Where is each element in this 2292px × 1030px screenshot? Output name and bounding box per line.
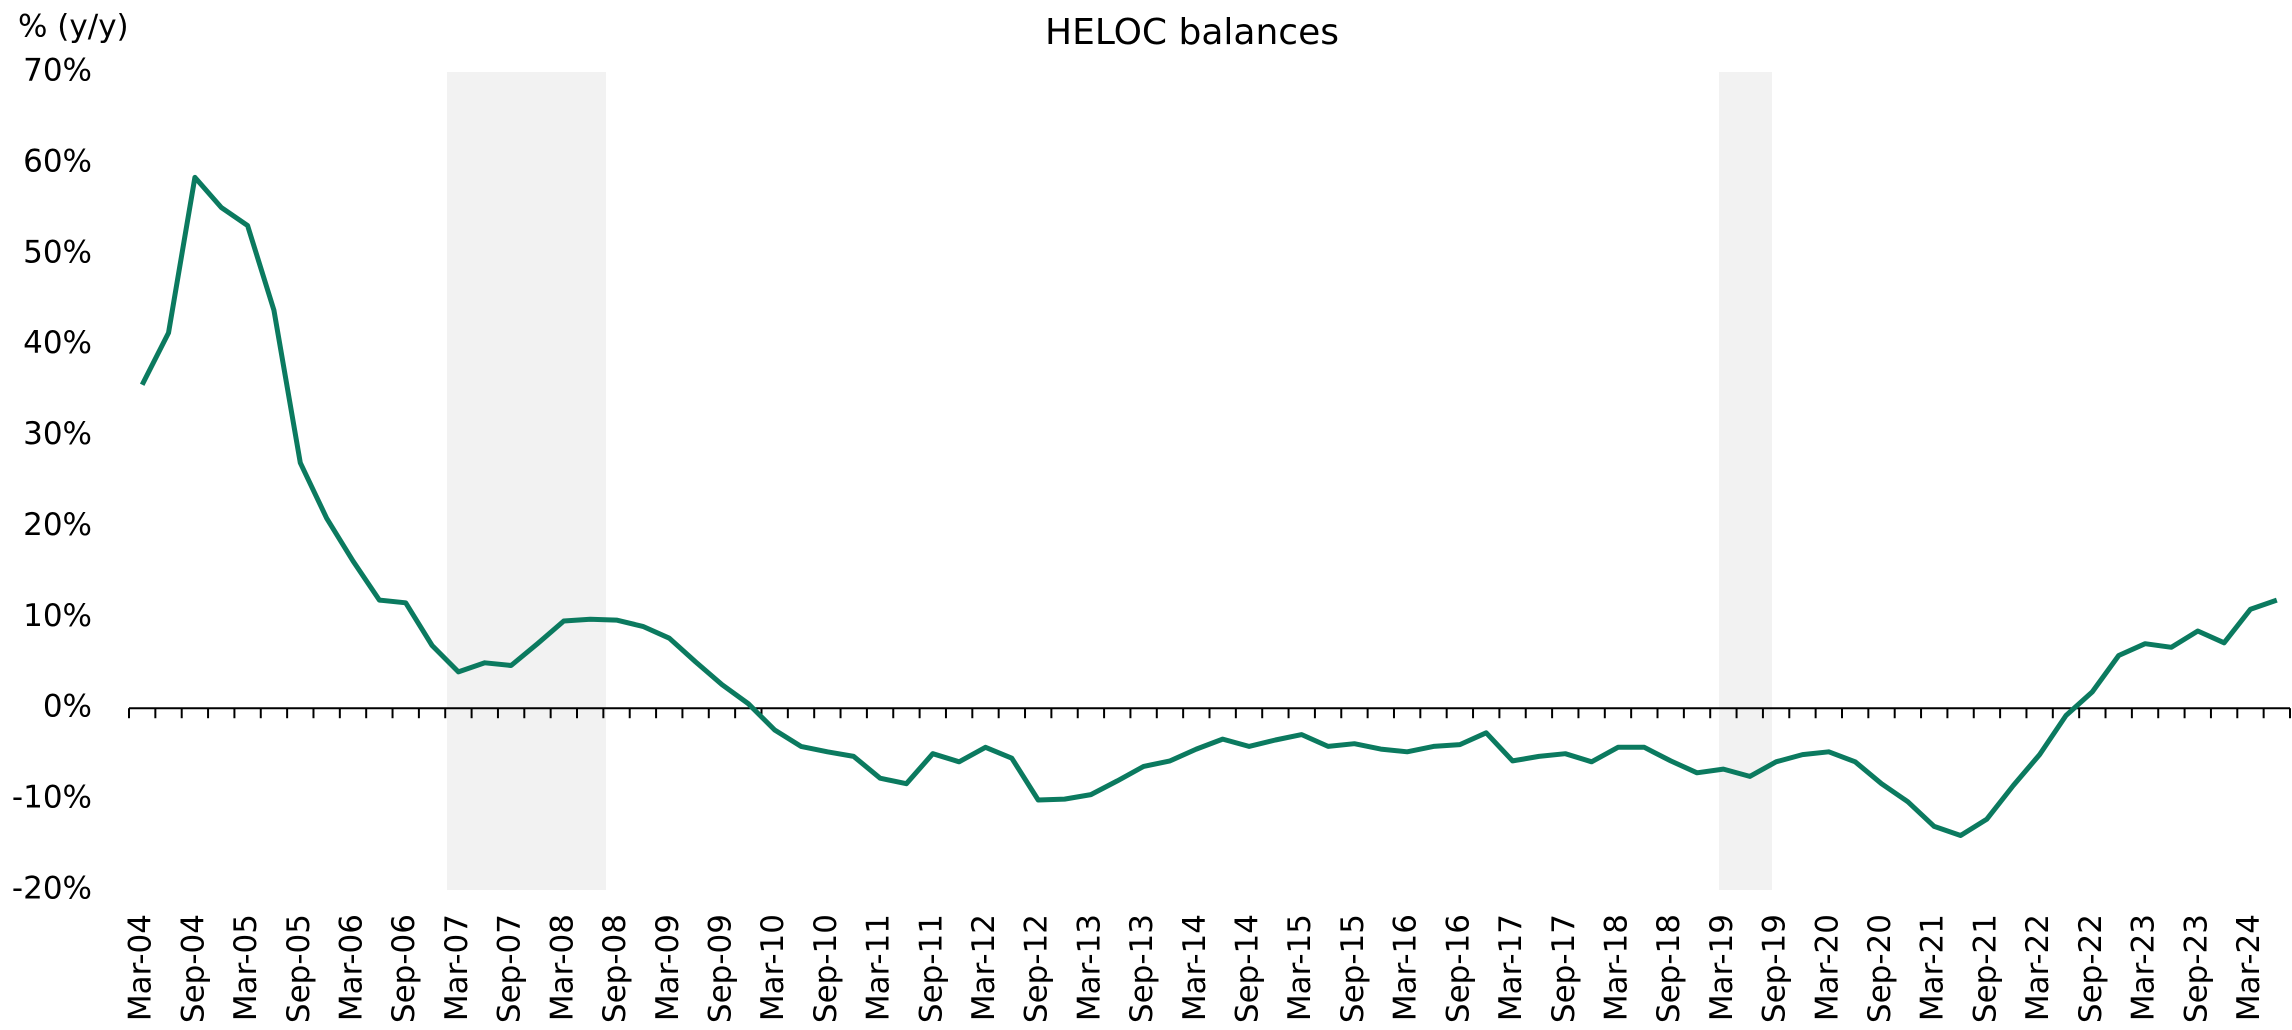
x-tick-label: Sep-13 xyxy=(1124,914,1160,1023)
x-tick-label: Mar-10 xyxy=(755,914,791,1021)
y-tick-label: 30% xyxy=(23,416,92,452)
y-tick-label: -20% xyxy=(12,871,92,907)
y-tick-label: 40% xyxy=(23,325,92,361)
shaded-period xyxy=(447,72,606,890)
x-tick-label: Sep-14 xyxy=(1230,914,1266,1023)
y-axis-label: % (y/y) xyxy=(18,9,129,45)
x-tick-label: Mar-22 xyxy=(2020,914,2056,1021)
x-tick-label: Mar-06 xyxy=(334,914,370,1021)
x-tick-label: Sep-16 xyxy=(1440,914,1476,1023)
x-tick-label: Sep-17 xyxy=(1546,914,1582,1023)
x-tick-label: Sep-04 xyxy=(175,914,211,1023)
x-tick-label: Mar-11 xyxy=(861,914,897,1021)
x-tick-label: Sep-05 xyxy=(281,914,317,1023)
x-tick-label: Mar-20 xyxy=(1809,914,1845,1021)
y-tick-label: 20% xyxy=(23,507,92,543)
x-tick-label: Sep-09 xyxy=(702,914,738,1023)
x-tick-label: Sep-06 xyxy=(386,914,422,1023)
x-tick-label: Mar-17 xyxy=(1493,914,1529,1021)
x-tick-label: Sep-07 xyxy=(492,914,528,1023)
x-tick-label: Mar-05 xyxy=(228,914,264,1021)
x-tick-label: Sep-11 xyxy=(913,914,949,1023)
x-tick-label: Sep-12 xyxy=(1019,914,1055,1023)
x-tick-label: Sep-22 xyxy=(2073,914,2109,1023)
x-tick-label: Sep-19 xyxy=(1757,914,1793,1023)
x-tick-label: Mar-12 xyxy=(966,914,1002,1021)
y-tick-label: 0% xyxy=(43,689,92,725)
x-tick-label: Mar-14 xyxy=(1177,914,1213,1021)
x-tick-label: Mar-08 xyxy=(544,914,580,1021)
x-tick-label: Mar-18 xyxy=(1598,914,1634,1021)
y-tick-label: 70% xyxy=(23,53,92,89)
chart-title: HELOC balances xyxy=(1045,12,1339,53)
y-tick-label: 60% xyxy=(23,143,92,179)
x-tick-label: Mar-16 xyxy=(1388,914,1424,1021)
x-tick-label: Mar-24 xyxy=(2231,914,2267,1021)
x-tick-label: Mar-23 xyxy=(2126,914,2162,1021)
x-tick-label: Sep-15 xyxy=(1335,914,1371,1023)
shaded-period xyxy=(1719,72,1772,890)
x-tick-label: Sep-08 xyxy=(597,914,633,1023)
data-line xyxy=(139,174,2278,838)
x-tick-label: Mar-15 xyxy=(1282,914,1318,1021)
x-tick-label: Sep-10 xyxy=(808,914,844,1023)
x-tick-label: Mar-13 xyxy=(1071,914,1107,1021)
y-tick-label: -10% xyxy=(12,780,92,816)
y-tick-label: 50% xyxy=(23,234,92,270)
y-tick-label: 10% xyxy=(23,598,92,634)
x-tick-label: Mar-07 xyxy=(439,914,475,1021)
x-tick-label: Mar-21 xyxy=(1915,914,1951,1021)
x-tick-label: Mar-19 xyxy=(1704,914,1740,1021)
x-tick-label: Sep-18 xyxy=(1651,914,1687,1023)
x-tick-label: Sep-21 xyxy=(1967,914,2003,1023)
x-tick-label: Sep-23 xyxy=(2178,914,2214,1023)
x-tick-label: Mar-04 xyxy=(123,914,159,1021)
x-tick-label: Mar-09 xyxy=(650,914,686,1021)
x-tick-label: Sep-20 xyxy=(1862,914,1898,1023)
